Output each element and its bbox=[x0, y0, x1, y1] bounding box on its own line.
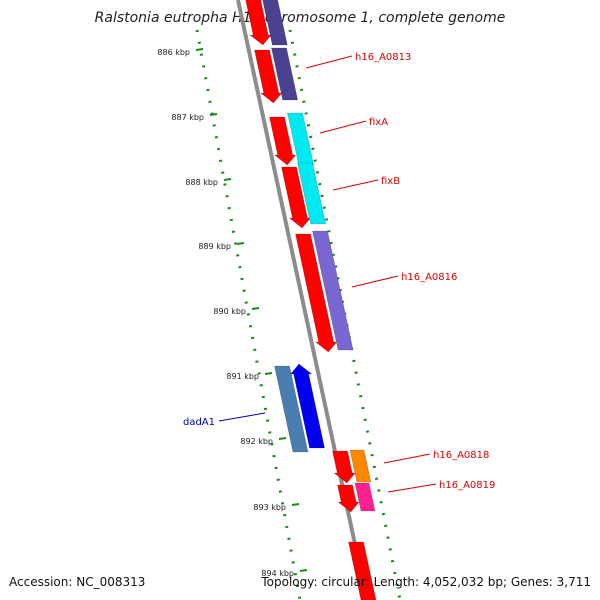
cds-arrow bbox=[281, 166, 312, 229]
kbp-tick bbox=[278, 437, 287, 440]
kbp-tick bbox=[209, 113, 218, 116]
gene-bar bbox=[262, 0, 288, 46]
label-leader-line bbox=[305, 55, 353, 69]
label-leader-line bbox=[383, 453, 431, 464]
gene-bar bbox=[297, 162, 326, 225]
genome-summary-text: Topology: circular; Length: 4,052,032 bp… bbox=[261, 575, 591, 589]
left-tick-guide bbox=[195, 29, 302, 600]
right-tick-guide bbox=[288, 29, 402, 600]
cds-arrow bbox=[348, 541, 377, 600]
kbp-tick bbox=[236, 242, 245, 245]
gene-arrow-blue bbox=[290, 363, 325, 449]
gene-label: h16_A0819 bbox=[439, 480, 495, 491]
cds-arrow bbox=[254, 49, 283, 104]
gene-bar bbox=[287, 112, 315, 166]
gene-label: fixB bbox=[381, 176, 400, 187]
label-leader-line bbox=[218, 412, 266, 422]
gene-bar bbox=[349, 449, 372, 483]
cds-arrow bbox=[337, 484, 360, 513]
label-leader-line bbox=[351, 275, 399, 288]
kbp-label: 893 kbp bbox=[253, 503, 286, 512]
gene-label: h16_A0816 bbox=[401, 272, 457, 283]
kbp-tick bbox=[195, 48, 204, 51]
kbp-tick bbox=[299, 569, 308, 572]
cds-arrow bbox=[269, 116, 297, 166]
kbp-label: 886 kbp bbox=[157, 48, 190, 57]
gene-label: h16_A0818 bbox=[433, 450, 489, 461]
kbp-label: 894 kbp bbox=[261, 569, 294, 578]
accession-text: Accession: NC_008313 bbox=[9, 575, 146, 589]
kbp-tick bbox=[251, 307, 260, 310]
label-leader-line bbox=[319, 120, 367, 134]
kbp-label: 891 kbp bbox=[226, 372, 259, 381]
kbp-tick bbox=[291, 503, 300, 506]
cds-arrow bbox=[245, 0, 272, 46]
gene-bar bbox=[354, 482, 376, 512]
kbp-label: 889 kbp bbox=[198, 242, 231, 251]
label-leader-line bbox=[387, 483, 437, 493]
gene-bar bbox=[274, 365, 309, 453]
gene-bar bbox=[271, 47, 299, 101]
label-leader-line bbox=[332, 179, 379, 191]
kbp-tick bbox=[264, 372, 273, 375]
gene-bar bbox=[312, 230, 354, 351]
kbp-label: 888 kbp bbox=[185, 178, 218, 187]
gene-label: dadA1 bbox=[183, 417, 215, 428]
cds-arrow bbox=[295, 233, 338, 353]
gene-label: fixA bbox=[369, 117, 388, 128]
kbp-label: 890 kbp bbox=[213, 307, 246, 316]
map-title: Ralstonia eutropha H16 chromosome 1, com… bbox=[94, 10, 506, 26]
kbp-label: 892 kbp bbox=[240, 437, 273, 446]
gene-label: h16_A0813 bbox=[355, 52, 411, 63]
kbp-tick bbox=[223, 178, 232, 181]
cds-arrow bbox=[332, 450, 356, 484]
kbp-label: 887 kbp bbox=[171, 113, 204, 122]
